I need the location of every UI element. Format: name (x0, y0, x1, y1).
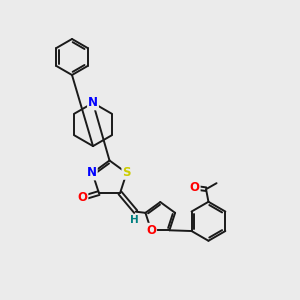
Text: H: H (130, 215, 139, 225)
Text: S: S (122, 166, 131, 179)
Text: O: O (190, 181, 200, 194)
Text: O: O (146, 224, 156, 237)
Text: O: O (77, 191, 87, 204)
Text: N: N (87, 167, 97, 179)
Text: N: N (88, 96, 98, 110)
